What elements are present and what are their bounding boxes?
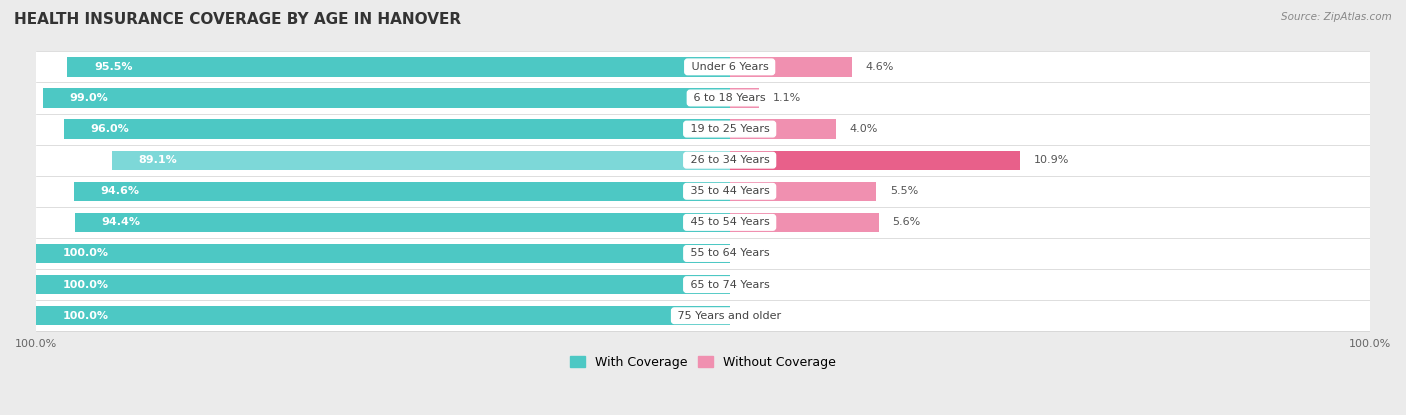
Text: 0.0%: 0.0%	[742, 249, 772, 259]
Text: 65 to 74 Years: 65 to 74 Years	[686, 280, 773, 290]
Text: 89.1%: 89.1%	[138, 155, 177, 165]
Bar	[730, 151, 1021, 170]
Text: 1.1%: 1.1%	[772, 93, 800, 103]
Text: 26 to 34 Years: 26 to 34 Years	[686, 155, 773, 165]
Bar	[37, 275, 730, 294]
Text: 5.6%: 5.6%	[893, 217, 921, 227]
Bar	[75, 213, 730, 232]
Text: 6 to 18 Years: 6 to 18 Years	[690, 93, 769, 103]
Text: 4.6%: 4.6%	[866, 62, 894, 72]
Bar	[37, 306, 730, 325]
Text: 94.6%: 94.6%	[100, 186, 139, 196]
Bar	[67, 57, 730, 76]
Bar	[37, 176, 1369, 207]
Text: 100.0%: 100.0%	[63, 311, 108, 321]
Bar	[44, 88, 730, 107]
Text: 100.0%: 100.0%	[63, 249, 108, 259]
Text: 4.0%: 4.0%	[849, 124, 879, 134]
Legend: With Coverage, Without Coverage: With Coverage, Without Coverage	[565, 351, 841, 374]
Bar	[37, 114, 1369, 145]
Text: 0.0%: 0.0%	[742, 280, 772, 290]
Text: HEALTH INSURANCE COVERAGE BY AGE IN HANOVER: HEALTH INSURANCE COVERAGE BY AGE IN HANO…	[14, 12, 461, 27]
Bar	[111, 151, 730, 170]
Text: 99.0%: 99.0%	[70, 93, 108, 103]
Bar	[63, 120, 730, 139]
Bar	[73, 182, 730, 201]
Bar	[730, 182, 876, 201]
Bar	[730, 57, 852, 76]
Bar	[730, 120, 837, 139]
Text: 10.9%: 10.9%	[1033, 155, 1069, 165]
Text: 94.4%: 94.4%	[101, 217, 141, 227]
Bar	[730, 88, 759, 107]
Text: 55 to 64 Years: 55 to 64 Years	[686, 249, 773, 259]
Bar	[37, 207, 1369, 238]
Text: 35 to 44 Years: 35 to 44 Years	[686, 186, 773, 196]
Text: 19 to 25 Years: 19 to 25 Years	[686, 124, 773, 134]
Text: 100.0%: 100.0%	[63, 280, 108, 290]
Text: 95.5%: 95.5%	[94, 62, 132, 72]
Text: 96.0%: 96.0%	[90, 124, 129, 134]
Bar	[37, 83, 1369, 114]
Bar	[37, 244, 730, 263]
Bar	[37, 269, 1369, 300]
Text: Under 6 Years: Under 6 Years	[688, 62, 772, 72]
Bar	[37, 300, 1369, 331]
Text: 75 Years and older: 75 Years and older	[675, 311, 785, 321]
Bar	[37, 238, 1369, 269]
Text: Source: ZipAtlas.com: Source: ZipAtlas.com	[1281, 12, 1392, 22]
Text: 45 to 54 Years: 45 to 54 Years	[686, 217, 773, 227]
Bar	[37, 145, 1369, 176]
Text: 0.0%: 0.0%	[742, 311, 772, 321]
Bar	[730, 213, 879, 232]
Bar	[37, 51, 1369, 83]
Text: 5.5%: 5.5%	[890, 186, 918, 196]
